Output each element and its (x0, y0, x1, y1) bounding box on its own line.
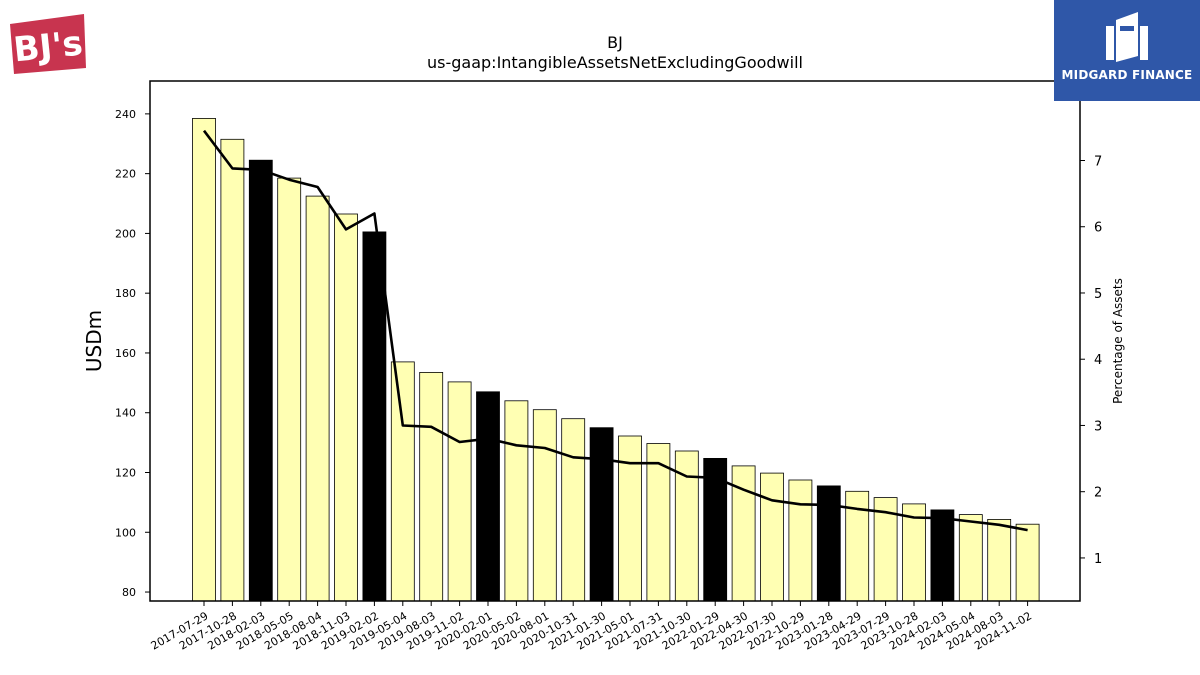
y2-tick-label: 2 (1094, 486, 1102, 501)
y-tick-label: 160 (115, 347, 136, 360)
bjs-logo-text: BJ's (12, 23, 85, 70)
bar (788, 479, 813, 602)
y-tick-label: 200 (115, 227, 136, 240)
bar (192, 118, 216, 602)
bar (476, 391, 500, 602)
y-tick-label: 220 (115, 168, 136, 181)
bar (362, 231, 387, 602)
bar-group (192, 118, 1040, 602)
series-line (202, 129, 1028, 532)
logo-pillar-right (1140, 26, 1148, 60)
bar (561, 418, 586, 602)
y2-tick-label: 1 (1094, 552, 1102, 567)
logo-pillar-middle (1116, 12, 1138, 62)
bar (447, 381, 472, 602)
y2-tick-label: 3 (1094, 419, 1102, 434)
bar (419, 371, 444, 602)
midgard-finance-name: MIDGARD FINANCE (1061, 68, 1193, 82)
y-axis-label: USDm (82, 310, 106, 372)
bar (987, 519, 1012, 602)
bar (930, 509, 955, 602)
bjs-logo: BJ's (8, 10, 88, 74)
y-tick-label: 240 (115, 108, 136, 121)
logo-pillar-left (1106, 26, 1114, 60)
chart-subtitle: us-gaap:IntangibleAssetsNetExcludingGood… (427, 53, 803, 72)
y2-axis-label: Percentage of Assets (1111, 278, 1125, 404)
y2-tick-label: 6 (1094, 221, 1102, 236)
bar (618, 435, 642, 602)
y-tick-label: 140 (115, 407, 136, 420)
y-tick-label: 120 (115, 466, 136, 479)
bar (248, 159, 273, 602)
y2-tick-label: 5 (1094, 287, 1102, 302)
bar (760, 472, 784, 602)
bar (334, 213, 358, 602)
bar (504, 400, 529, 602)
y-tick-label: 80 (122, 586, 136, 599)
bar (958, 514, 983, 602)
line-group (202, 129, 1028, 532)
bar (390, 361, 415, 602)
bar (816, 485, 841, 602)
chart-title: BJ (607, 33, 623, 52)
y2-tick-label: 4 (1094, 353, 1102, 368)
plot-frame (149, 80, 1081, 602)
y-tick-label: 180 (115, 287, 136, 300)
y-tick-label: 100 (115, 526, 136, 539)
bar (532, 409, 557, 602)
bar (1015, 523, 1040, 602)
bar (305, 195, 330, 602)
y2-tick-label: 7 (1094, 154, 1102, 169)
bar (589, 427, 614, 602)
midgard-finance-logo: MIDGARD FINANCE (1054, 0, 1200, 101)
bar (277, 177, 302, 602)
bar (220, 138, 245, 602)
